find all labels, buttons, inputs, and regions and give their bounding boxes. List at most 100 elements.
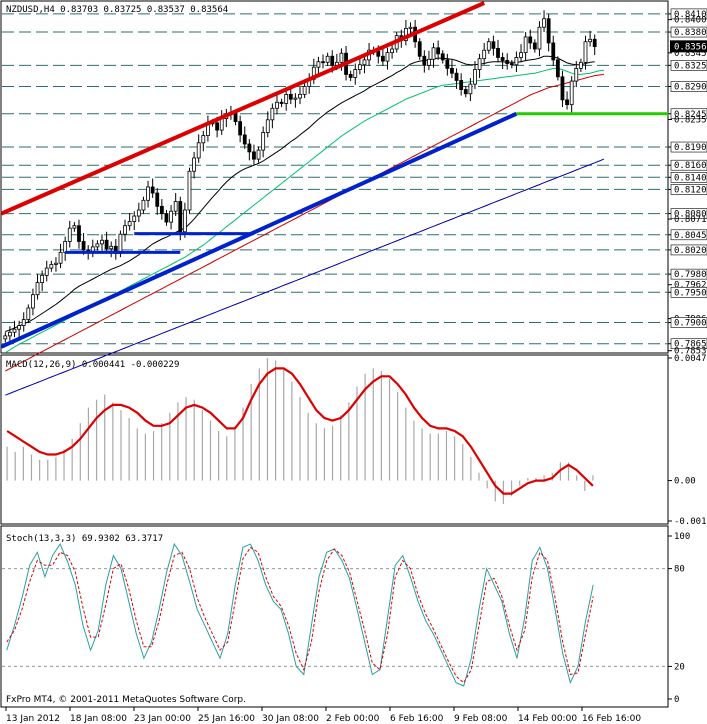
candle-body <box>578 61 583 69</box>
candle-body <box>164 213 169 223</box>
time-tick-label: 2 Feb 00:00 <box>326 714 380 724</box>
candle-body <box>284 93 289 104</box>
candle-body <box>560 76 565 101</box>
level-label-box <box>670 172 707 183</box>
level-label-box <box>670 286 707 298</box>
candle-body <box>362 59 367 66</box>
candle-body <box>31 294 35 309</box>
candle-body <box>141 199 146 211</box>
candle-body <box>247 143 252 153</box>
time-tick-label: 16 Feb 16:00 <box>582 714 641 724</box>
candle-body <box>265 119 270 133</box>
candle-body <box>353 69 358 78</box>
candle-body <box>459 80 464 90</box>
candle-body <box>537 26 542 50</box>
candle-body <box>427 58 431 66</box>
candle-body <box>408 26 413 29</box>
candle-body <box>505 60 510 64</box>
macd-tick-label: -0.00155 <box>674 517 707 527</box>
candle-body <box>219 118 224 131</box>
candle-body <box>321 61 325 64</box>
candle-body <box>357 64 362 70</box>
price-layer <box>0 1 669 396</box>
time-tick-label: 23 Jan 00:00 <box>134 714 191 724</box>
candle-body <box>12 328 17 333</box>
candle-body <box>592 38 597 47</box>
candle-body <box>288 93 293 100</box>
macd-layer <box>6 358 594 505</box>
candle-body <box>339 52 344 63</box>
candle-body <box>17 325 22 330</box>
level-label-box <box>670 60 707 71</box>
candle-body <box>159 205 164 215</box>
candle-body <box>417 41 422 57</box>
macd-tick-label: 0.00 <box>674 477 696 487</box>
level-label-box <box>670 8 707 20</box>
candle-body <box>298 93 302 99</box>
stoch-main-line <box>6 542 594 687</box>
candle-body <box>569 80 574 106</box>
candle-body <box>450 67 454 74</box>
candle-body <box>44 267 49 276</box>
trendline <box>0 1 485 216</box>
candle-body <box>123 225 127 235</box>
time-tick-label: 18 Jan 08:00 <box>70 714 127 724</box>
level-label-box <box>670 108 707 120</box>
candle-body <box>463 89 468 95</box>
candle-body <box>104 239 109 250</box>
candle-body <box>390 48 394 54</box>
candle-body <box>514 57 519 66</box>
candle-body <box>67 227 72 242</box>
candle-body <box>486 41 491 51</box>
candle-body <box>565 99 569 106</box>
candle-body <box>215 122 220 131</box>
level-label-box <box>670 317 707 328</box>
candle-body <box>173 201 178 212</box>
candle-body <box>491 41 496 49</box>
candle-body <box>431 47 436 60</box>
candle-body <box>482 49 487 60</box>
candle-body <box>127 221 132 227</box>
candle-body <box>26 307 31 320</box>
candle-body <box>583 41 588 63</box>
candle-body <box>58 251 63 264</box>
stoch-signal-line <box>6 546 594 684</box>
candle-body <box>49 264 54 269</box>
price-tick-label: 0.78535 <box>674 347 707 357</box>
stoch-tick-label: 0 <box>674 695 679 705</box>
candle-body <box>118 233 123 254</box>
candle-body <box>270 107 275 121</box>
candle-body <box>302 86 307 95</box>
candle-body <box>275 101 279 109</box>
candle-body <box>81 241 86 251</box>
candle-body <box>588 38 592 43</box>
candle-body <box>542 18 546 28</box>
candle-body <box>380 55 385 62</box>
stoch-header: Stoch(13,3,3) 69.9302 63.3717 <box>6 534 163 544</box>
candle-body <box>3 335 8 340</box>
candle-body <box>100 239 104 245</box>
stoch-panel-frame <box>0 525 669 708</box>
candle-body <box>532 42 537 50</box>
level-label-box <box>670 26 707 38</box>
trendline <box>0 111 518 349</box>
candle-body <box>500 57 505 61</box>
candle-body <box>242 134 247 145</box>
price-header: NZDUSD,H4 0.83703 0.83725 0.83537 0.8356… <box>6 5 228 15</box>
level-label-box <box>670 81 707 92</box>
candle-body <box>77 225 81 242</box>
time-tick-label: 13 Jan 2012 <box>6 714 60 724</box>
candle-body <box>187 170 192 211</box>
current-price-label: 0.83564 <box>674 42 707 52</box>
